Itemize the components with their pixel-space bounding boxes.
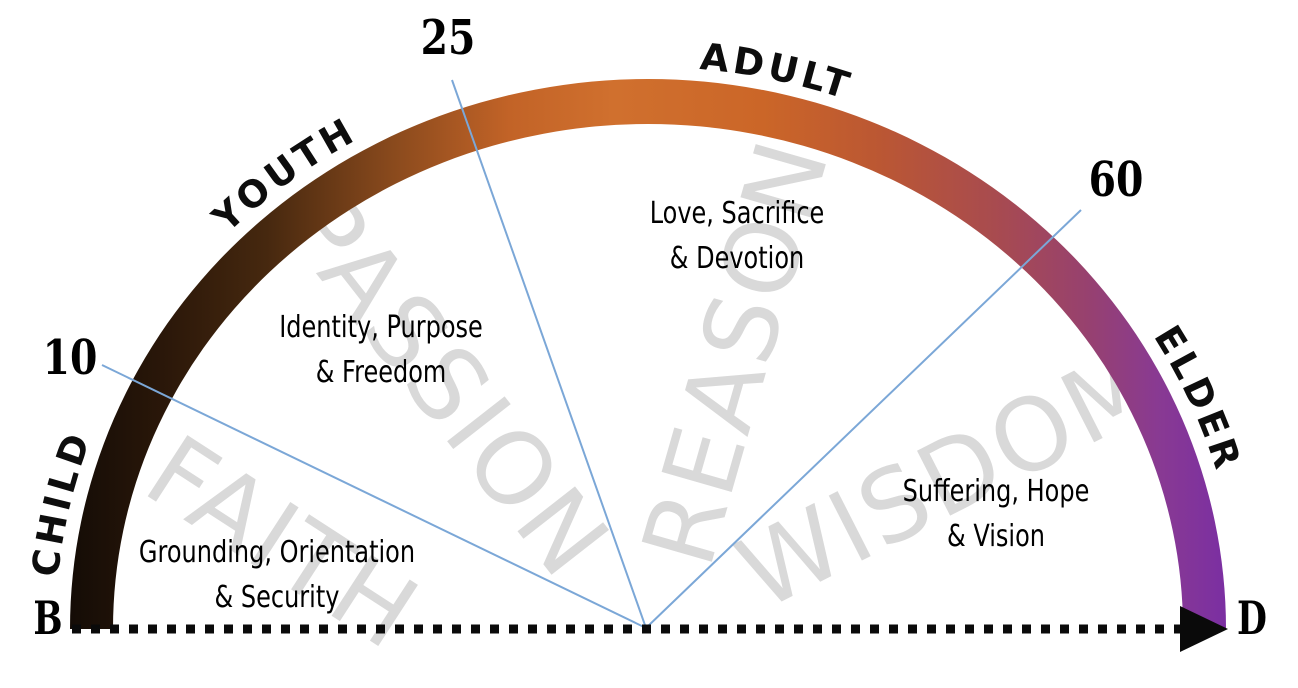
segment-youth-line2: & Freedom	[315, 355, 447, 390]
segment-adult-line2: & Devotion	[669, 241, 805, 276]
age-line-60	[645, 209, 1082, 629]
birth-endpoint-label: B	[33, 591, 63, 645]
segment-text-youth: Identity, Purpose & Freedom	[279, 305, 483, 395]
timeline-arrowhead	[1180, 606, 1228, 652]
segment-elder-line2: & Vision	[947, 519, 1045, 554]
segment-youth-line1: Identity, Purpose	[279, 310, 483, 345]
segment-child-line2: & Security	[214, 580, 340, 615]
age-marker-10: 10	[42, 330, 98, 386]
segment-text-adult: Love, Sacrifice & Devotion	[650, 191, 825, 281]
death-endpoint-label: D	[1237, 591, 1267, 645]
segment-text-elder: Suffering, Hope & Vision	[903, 469, 1090, 559]
age-line-10	[101, 364, 647, 629]
segment-adult-line1: Love, Sacrifice	[649, 196, 825, 231]
age-marker-25: 25	[420, 10, 476, 66]
segment-elder-line1: Suffering, Hope	[902, 474, 1090, 509]
age-line-25	[451, 79, 647, 629]
segment-text-child: Grounding, Orientation & Security	[139, 530, 415, 620]
segment-child-line1: Grounding, Orientation	[138, 535, 416, 570]
age-marker-60: 60	[1088, 152, 1144, 208]
